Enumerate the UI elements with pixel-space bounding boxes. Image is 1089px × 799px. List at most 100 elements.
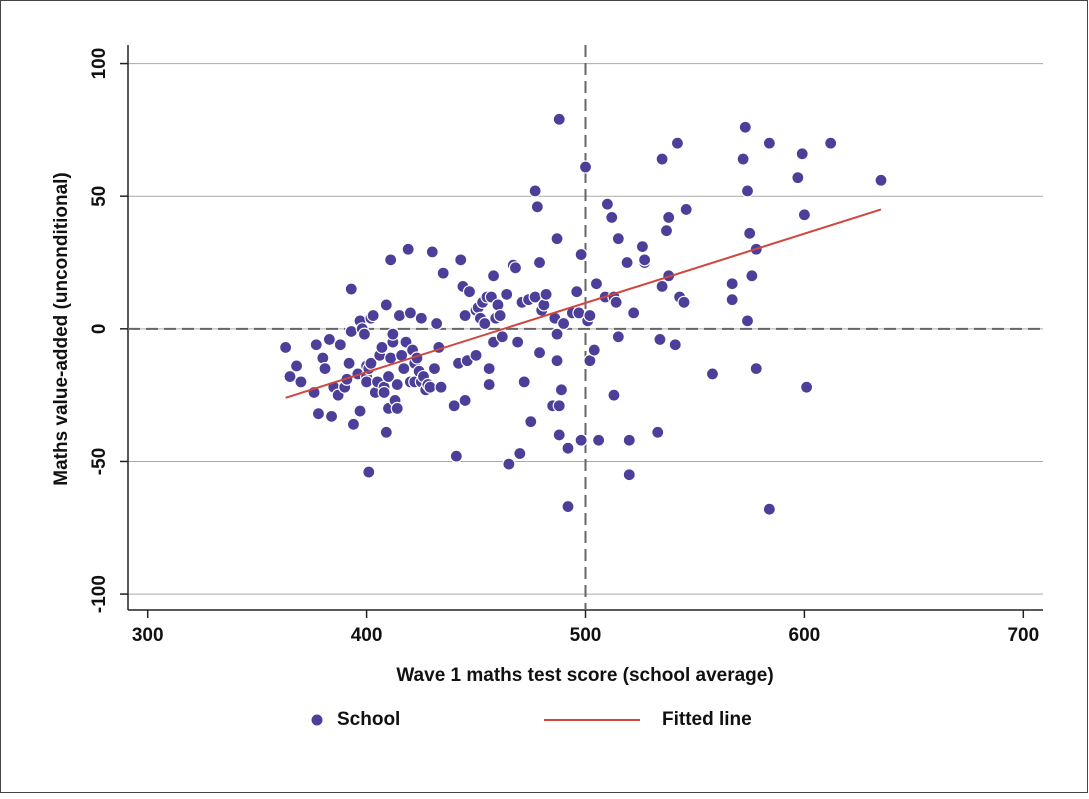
point — [659, 224, 674, 238]
point — [425, 245, 439, 259]
point — [635, 239, 650, 254]
point — [677, 295, 691, 309]
point — [550, 232, 564, 246]
point — [797, 208, 811, 222]
point — [745, 269, 759, 283]
point — [447, 399, 461, 413]
point — [725, 293, 739, 307]
point — [532, 346, 547, 360]
point — [386, 327, 400, 341]
point — [607, 388, 621, 402]
point — [622, 433, 636, 447]
point — [874, 173, 888, 187]
x-tick-label: 500 — [570, 625, 602, 646]
point — [725, 277, 739, 291]
point — [344, 282, 358, 296]
point — [469, 348, 483, 362]
point — [478, 316, 492, 331]
point — [502, 457, 516, 471]
point — [655, 152, 669, 166]
point — [377, 385, 391, 400]
point — [557, 316, 571, 331]
point — [668, 338, 682, 352]
point — [740, 314, 755, 328]
point — [655, 279, 669, 293]
point — [513, 446, 527, 461]
point — [662, 210, 676, 225]
point — [611, 330, 625, 344]
point — [574, 433, 588, 447]
point — [552, 428, 566, 442]
point — [311, 407, 326, 421]
point — [552, 399, 566, 413]
point — [749, 362, 763, 376]
point — [458, 308, 472, 323]
point — [622, 468, 636, 482]
point — [362, 465, 376, 479]
point — [390, 377, 404, 392]
point — [554, 383, 569, 397]
point — [486, 269, 501, 283]
point — [342, 356, 356, 370]
point — [539, 287, 553, 301]
point — [679, 202, 693, 217]
point — [651, 425, 665, 439]
y-tick-label: 50 — [89, 186, 110, 207]
point — [609, 295, 623, 309]
point — [550, 327, 564, 341]
point — [511, 335, 525, 349]
point — [500, 287, 514, 301]
point — [294, 375, 308, 389]
point — [322, 332, 336, 347]
point — [762, 136, 776, 150]
point — [552, 112, 566, 126]
x-tick-label: 400 — [351, 625, 383, 646]
point — [517, 375, 531, 389]
point — [600, 197, 614, 211]
point — [401, 242, 415, 256]
y-tick-label: -100 — [89, 575, 110, 613]
point — [403, 306, 417, 320]
y-tick-label: 100 — [89, 48, 110, 80]
point — [508, 261, 523, 275]
point — [738, 120, 752, 134]
point — [532, 255, 547, 270]
point — [449, 449, 463, 463]
point — [493, 308, 507, 323]
point — [316, 351, 330, 365]
point — [561, 499, 575, 514]
point — [605, 210, 619, 225]
point — [611, 232, 625, 246]
point — [638, 253, 652, 267]
point — [309, 338, 323, 352]
point — [740, 184, 755, 198]
point — [423, 380, 437, 394]
point — [366, 308, 380, 323]
x-tick-label: 600 — [789, 625, 821, 646]
point — [824, 136, 838, 150]
point — [570, 285, 584, 299]
point — [524, 415, 538, 429]
point — [670, 136, 685, 150]
point — [530, 200, 544, 214]
point — [289, 359, 304, 373]
legend-label: School — [337, 709, 400, 730]
point — [482, 362, 496, 376]
point — [743, 226, 757, 240]
point — [578, 160, 593, 174]
point — [458, 393, 472, 408]
point — [592, 433, 606, 447]
point — [589, 277, 604, 291]
point — [462, 285, 477, 299]
y-tick-label: 0 — [89, 324, 110, 335]
point — [381, 369, 396, 384]
point — [587, 343, 601, 357]
point — [491, 298, 505, 312]
point — [627, 306, 641, 320]
point — [583, 308, 597, 323]
point — [379, 425, 393, 439]
point — [482, 377, 496, 392]
point — [427, 362, 442, 376]
point — [357, 327, 372, 341]
